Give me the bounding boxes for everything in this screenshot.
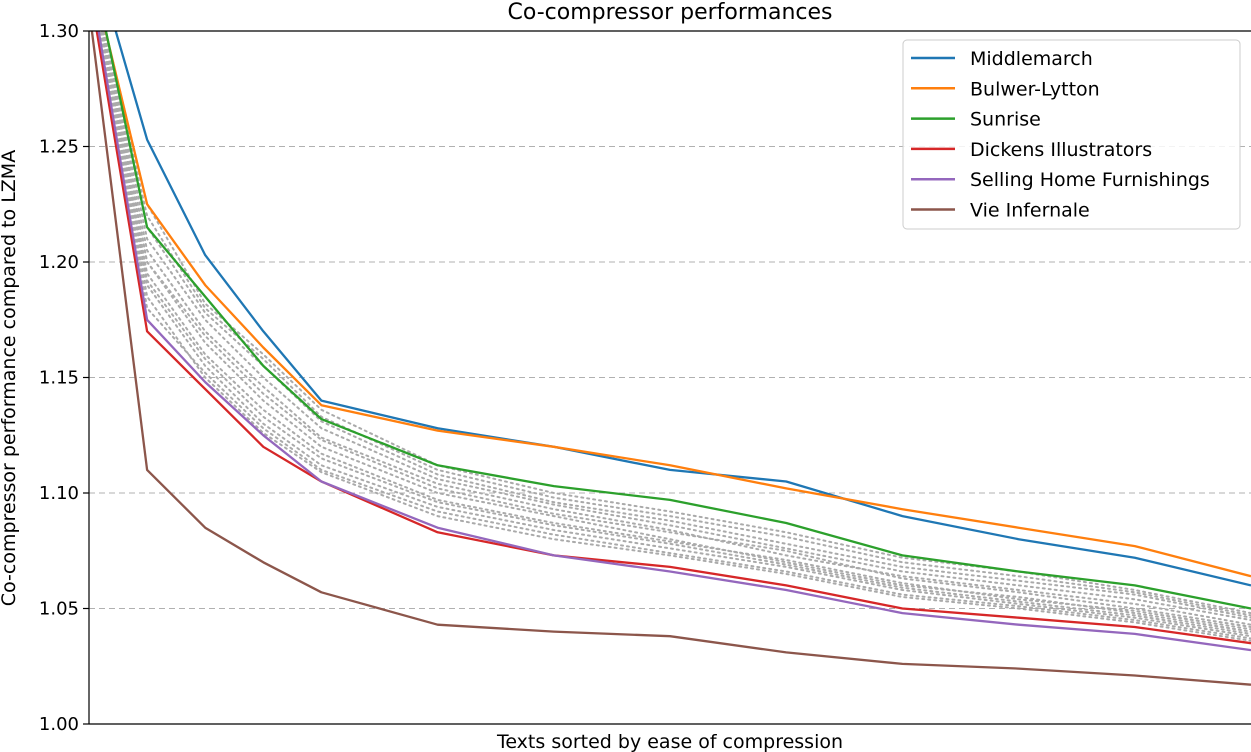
legend-label-bulwer-lytton: Bulwer-Lytton bbox=[970, 78, 1100, 100]
legend-label-selling-home-furnishings: Selling Home Furnishings bbox=[970, 169, 1210, 191]
series-line-selling-home-furnishings bbox=[97, 31, 1251, 652]
background-series-line bbox=[100, 31, 1251, 635]
background-series-line bbox=[99, 31, 1251, 640]
y-tick-label: 1.00 bbox=[39, 714, 79, 735]
background-series-line bbox=[101, 31, 1251, 626]
series-line-sunrise bbox=[104, 31, 1251, 610]
x-axis-label: Texts sorted by ease of compression bbox=[496, 731, 843, 752]
series-group bbox=[90, 31, 1251, 686]
chart-title: Co-compressor performances bbox=[508, 0, 833, 25]
series-line-vie-infernale bbox=[90, 31, 1251, 686]
y-tick-label: 1.10 bbox=[39, 483, 79, 504]
y-tick-label: 1.15 bbox=[39, 368, 79, 389]
background-series-line bbox=[100, 31, 1251, 631]
y-tick-label: 1.05 bbox=[39, 599, 79, 620]
y-tick-label: 1.25 bbox=[39, 137, 79, 158]
series-line-bulwer-lytton bbox=[104, 31, 1251, 578]
y-ticks: 1.00 1.05 1.10 1.15 1.20 1.25 1.30 bbox=[39, 21, 89, 735]
legend-label-vie-infernale: Vie Infernale bbox=[970, 200, 1090, 222]
y-tick-label: 1.20 bbox=[39, 252, 79, 273]
background-series-line bbox=[101, 31, 1251, 633]
background-series-line bbox=[100, 31, 1251, 642]
background-series-line bbox=[103, 31, 1251, 617]
legend-label-middlemarch: Middlemarch bbox=[970, 48, 1093, 70]
background-series-line bbox=[100, 31, 1251, 638]
legend-label-sunrise: Sunrise bbox=[970, 109, 1041, 131]
y-tick-label: 1.30 bbox=[39, 21, 79, 42]
legend: Middlemarch Bulwer-Lytton Sunrise Dickens I… bbox=[902, 39, 1241, 230]
legend-box bbox=[902, 39, 1241, 230]
background-series-line bbox=[102, 31, 1251, 622]
legend-label-dickens-illustrators: Dickens Illustrators bbox=[970, 139, 1152, 161]
background-series-line bbox=[103, 31, 1251, 619]
background-series-line bbox=[101, 31, 1251, 628]
y-axis-label: Co-compressor performance compared to LZ… bbox=[0, 150, 20, 606]
